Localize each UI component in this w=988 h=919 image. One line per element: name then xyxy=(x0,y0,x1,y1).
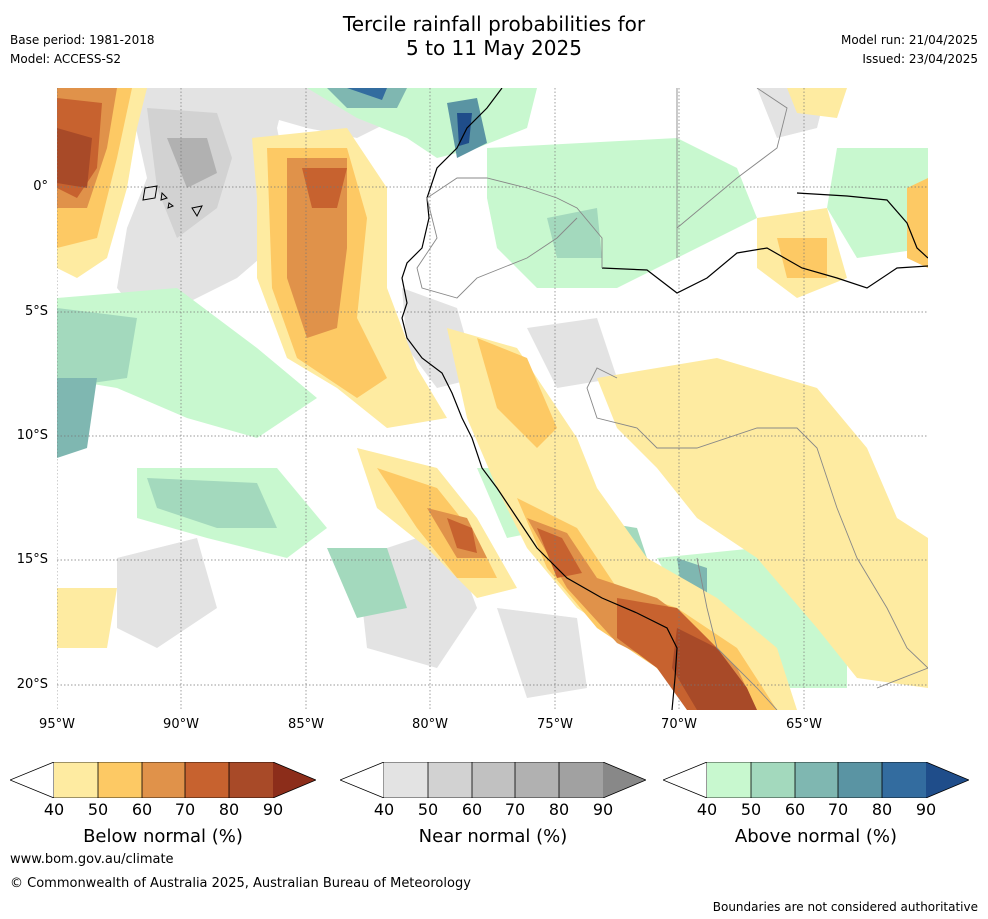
tick-label: 70 xyxy=(827,800,849,819)
lat-label: 10°S xyxy=(16,428,48,443)
tick-label: 60 xyxy=(131,800,153,819)
colorbar-below-normal xyxy=(8,761,318,799)
river xyxy=(601,247,928,294)
tick-label: 90 xyxy=(262,800,284,819)
lat-label: 20°S xyxy=(16,677,48,692)
lon-label: 95°W xyxy=(39,717,75,732)
tick-label: 80 xyxy=(548,800,570,819)
chart-title: Tercile rainfall probabilities for 5 to … xyxy=(0,12,988,60)
base-period: Base period: 1981-2018 xyxy=(10,33,155,47)
colorbar-title-above: Above normal (%) xyxy=(734,826,898,847)
tick-label: 50 xyxy=(417,800,439,819)
colorbar-segment xyxy=(882,762,926,798)
colorbar-segment xyxy=(273,762,316,798)
lon-label: 85°W xyxy=(288,717,324,732)
colorbar-near-ticks: 40 50 60 70 80 90 xyxy=(340,800,646,822)
colorbar-segment xyxy=(926,762,969,798)
colorbar-segment xyxy=(98,762,142,798)
colorbar-title-below: Below normal (%) xyxy=(83,826,243,847)
model-name: Model: ACCESS-S2 xyxy=(10,52,122,66)
colorbar-title-near: Near normal (%) xyxy=(418,826,568,847)
tick-label: 90 xyxy=(592,800,614,819)
colorbar-above-ticks: 40 50 60 70 80 90 xyxy=(663,800,969,822)
tick-label: 40 xyxy=(696,800,718,819)
colorbar-segment xyxy=(603,762,646,798)
river-north xyxy=(796,192,928,259)
colorbar-segment xyxy=(384,762,428,798)
lat-label: 15°S xyxy=(16,552,48,567)
tick-label: 90 xyxy=(915,800,937,819)
tick-label: 40 xyxy=(373,800,395,819)
colorbar-near-normal xyxy=(338,761,648,799)
colorbar-below-svg xyxy=(8,761,318,799)
above-normal-regions xyxy=(57,88,928,688)
colorbar-near-svg xyxy=(338,761,648,799)
lat-label: 0° xyxy=(33,179,48,194)
colorbar-segment xyxy=(229,762,273,798)
lon-label: 90°W xyxy=(163,717,199,732)
colorbar-segment xyxy=(559,762,603,798)
tick-label: 60 xyxy=(461,800,483,819)
colorbar-segment xyxy=(515,762,559,798)
tick-label: 80 xyxy=(218,800,240,819)
galapagos-islands xyxy=(142,185,203,218)
colorbar-above-normal xyxy=(661,761,971,799)
coastline xyxy=(401,88,678,710)
colorbar-segment xyxy=(751,762,795,798)
map-svg xyxy=(57,88,928,710)
colorbar-segment xyxy=(428,762,472,798)
colorbar-above-svg xyxy=(661,761,971,799)
tick-label: 50 xyxy=(87,800,109,819)
colorbar-segment xyxy=(185,762,229,798)
gridlines xyxy=(57,88,928,710)
tick-label: 70 xyxy=(174,800,196,819)
colorbar-segment xyxy=(472,762,515,798)
probability-map xyxy=(57,88,928,710)
title-line-1: Tercile rainfall probabilities for xyxy=(342,12,646,36)
model-run: Model run: 21/04/2025 xyxy=(840,33,978,47)
website-link[interactable]: www.bom.gov.au/climate xyxy=(10,852,174,867)
colorbar-segment xyxy=(707,762,751,798)
title-line-2: 5 to 11 May 2025 xyxy=(406,36,582,60)
tick-label: 60 xyxy=(784,800,806,819)
colorbar-segment xyxy=(838,762,882,798)
tick-label: 70 xyxy=(504,800,526,819)
colorbar-segment xyxy=(54,762,98,798)
colorbar-below-ticks: 40 50 60 70 80 90 xyxy=(10,800,316,822)
tick-label: 80 xyxy=(871,800,893,819)
country-borders xyxy=(416,88,928,710)
tick-label: 40 xyxy=(43,800,65,819)
disclaimer-text: Boundaries are not considered authoritat… xyxy=(712,900,978,914)
colorbar-segment xyxy=(142,762,185,798)
lon-label: 80°W xyxy=(412,717,448,732)
lon-label: 65°W xyxy=(786,717,822,732)
lon-label: 75°W xyxy=(537,717,573,732)
colorbar-segment xyxy=(795,762,838,798)
copyright-text: © Commonwealth of Australia 2025, Austra… xyxy=(10,876,471,891)
below-normal-regions xyxy=(57,88,928,710)
lon-label: 70°W xyxy=(661,717,697,732)
tick-label: 50 xyxy=(740,800,762,819)
lat-label: 5°S xyxy=(24,304,48,319)
issued-date: Issued: 23/04/2025 xyxy=(862,52,978,66)
